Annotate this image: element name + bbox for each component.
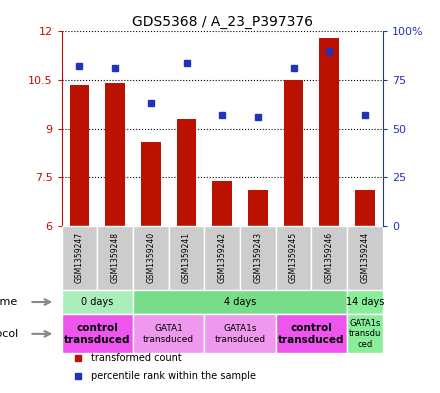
Bar (312, 226, 347, 290)
Text: GATA1s
transduced: GATA1s transduced (214, 324, 266, 343)
Text: GSM1359246: GSM1359246 (325, 232, 334, 283)
Text: GSM1359244: GSM1359244 (360, 232, 370, 283)
Text: GSM1359245: GSM1359245 (289, 232, 298, 283)
Bar (169, 226, 204, 290)
Bar (141, 141, 161, 226)
Text: 4 days: 4 days (224, 297, 256, 307)
Bar (62, 314, 133, 353)
Bar (133, 226, 169, 290)
Text: control
transduced: control transduced (278, 323, 345, 345)
Text: transformed count: transformed count (91, 353, 181, 363)
Bar (213, 180, 232, 226)
Text: 14 days: 14 days (346, 297, 384, 307)
Bar (355, 190, 375, 226)
Bar (62, 226, 97, 290)
Bar (133, 290, 347, 314)
Text: GSM1359247: GSM1359247 (75, 232, 84, 283)
Bar (105, 83, 125, 226)
Bar (284, 80, 304, 226)
Bar (97, 226, 133, 290)
Text: time: time (0, 297, 18, 307)
Bar (133, 314, 204, 353)
Text: GSM1359240: GSM1359240 (147, 232, 155, 283)
Text: control
transduced: control transduced (64, 323, 131, 345)
Bar (347, 290, 383, 314)
Bar (248, 190, 268, 226)
Text: GSM1359243: GSM1359243 (253, 232, 262, 283)
Text: 0 days: 0 days (81, 297, 114, 307)
Bar (70, 85, 89, 226)
Text: GSM1359248: GSM1359248 (110, 232, 120, 283)
Text: GSM1359241: GSM1359241 (182, 232, 191, 283)
Title: GDS5368 / A_23_P397376: GDS5368 / A_23_P397376 (132, 15, 313, 29)
Bar (276, 226, 312, 290)
Text: GATA1
transduced: GATA1 transduced (143, 324, 194, 343)
Bar (204, 226, 240, 290)
Text: GSM1359242: GSM1359242 (218, 232, 227, 283)
Text: percentile rank within the sample: percentile rank within the sample (91, 371, 256, 380)
Text: GATA1s
transdu
ced: GATA1s transdu ced (349, 319, 381, 349)
Bar (276, 314, 347, 353)
Text: protocol: protocol (0, 329, 18, 339)
Bar (319, 38, 339, 226)
Bar (62, 290, 133, 314)
Bar (204, 314, 276, 353)
Bar (347, 314, 383, 353)
Bar (240, 226, 276, 290)
Bar (177, 119, 196, 226)
Bar (347, 226, 383, 290)
